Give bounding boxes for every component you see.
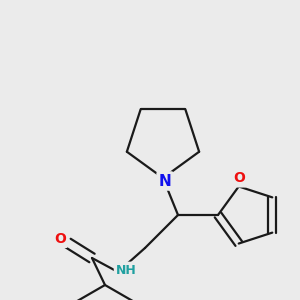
Text: O: O <box>233 172 245 185</box>
Text: N: N <box>159 173 171 188</box>
Text: NH: NH <box>116 263 136 277</box>
Text: O: O <box>54 232 66 246</box>
